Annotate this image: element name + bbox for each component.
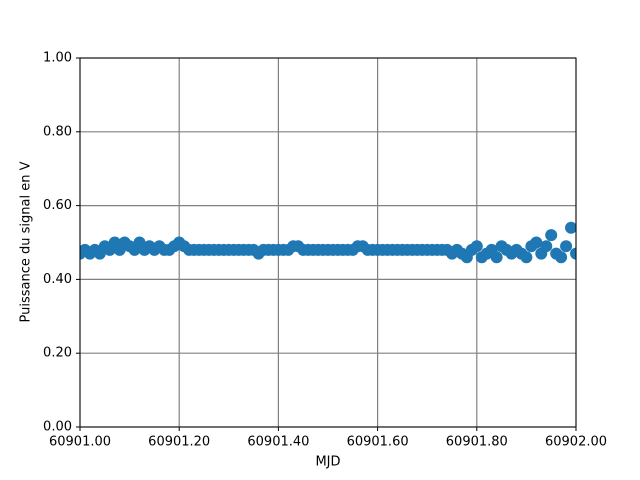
plot-frame (79, 57, 577, 428)
x-tick-label: 60901.60 (347, 435, 409, 450)
y-axis-label: Puissance du signal en V (19, 161, 34, 322)
data-point (565, 221, 576, 234)
y-tick-label: 1.00 (43, 51, 72, 66)
x-axis-label: MJD (315, 455, 340, 470)
data-point (470, 240, 483, 253)
data-point (540, 240, 553, 253)
x-tick-label: 60901.20 (148, 435, 210, 450)
data-point (530, 236, 543, 249)
x-tick-label: 60901.80 (446, 435, 508, 450)
y-tick-label: 0.80 (43, 124, 72, 139)
x-tick-label: 60902.00 (545, 435, 607, 450)
y-tick-label: 0.00 (43, 420, 72, 435)
data-point (570, 247, 576, 260)
data-point (560, 240, 573, 253)
y-tick-label: 0.60 (43, 198, 72, 213)
x-tick-label: 60901.00 (49, 435, 111, 450)
data-point (490, 251, 503, 264)
data-point (520, 251, 533, 264)
data-point (555, 251, 568, 264)
data-point (545, 229, 558, 242)
y-tick-label: 0.20 (43, 346, 72, 361)
x-tick-label: 60901.40 (247, 435, 309, 450)
y-tick-label: 0.40 (43, 272, 72, 287)
